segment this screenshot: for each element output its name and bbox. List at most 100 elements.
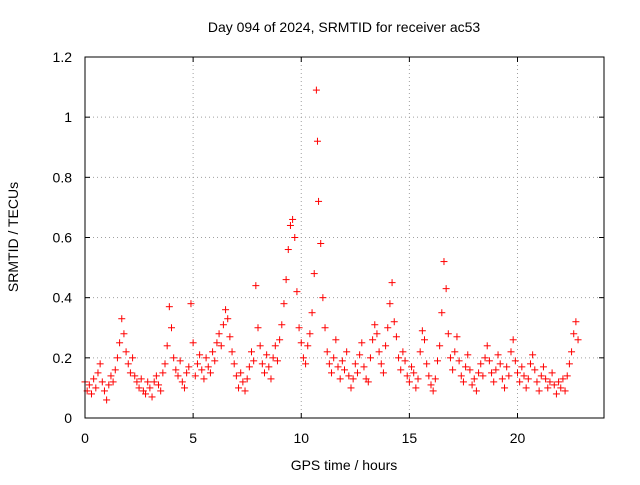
data-point xyxy=(418,327,426,335)
data-point xyxy=(187,300,195,308)
data-point xyxy=(568,348,576,356)
data-point xyxy=(494,351,502,359)
data-point xyxy=(356,351,364,359)
data-points xyxy=(81,86,582,404)
data-point xyxy=(215,330,223,338)
axis-ticks: 0 5 10 15 20 0 0.2 0.4 0.6 0.8 1 1.2 xyxy=(53,49,604,446)
data-point xyxy=(161,360,169,368)
data-point xyxy=(371,321,379,329)
data-point xyxy=(518,363,526,371)
data-point xyxy=(286,221,294,229)
data-point xyxy=(464,351,472,359)
data-point xyxy=(353,369,361,377)
data-point xyxy=(403,372,411,380)
data-point xyxy=(408,363,416,371)
data-point xyxy=(152,372,160,380)
data-point xyxy=(483,342,491,350)
data-point xyxy=(429,387,437,395)
data-point xyxy=(248,348,256,356)
data-point xyxy=(440,258,448,266)
data-point xyxy=(514,369,521,377)
data-point xyxy=(490,378,498,386)
data-point xyxy=(219,321,227,329)
data-point xyxy=(431,375,439,383)
data-point xyxy=(260,369,268,377)
data-point xyxy=(377,360,385,368)
data-point xyxy=(228,348,236,356)
data-point xyxy=(442,285,450,293)
data-point xyxy=(163,342,171,350)
data-point xyxy=(235,384,243,392)
data-point xyxy=(433,357,441,365)
data-point xyxy=(289,215,297,223)
data-point xyxy=(245,363,253,371)
data-point xyxy=(351,360,359,368)
data-point xyxy=(157,387,165,395)
data-point xyxy=(436,342,444,350)
data-point xyxy=(332,336,340,344)
data-point xyxy=(373,330,381,338)
chart-title: Day 094 of 2024, SRMTID for receiver ac5… xyxy=(208,19,481,35)
data-point xyxy=(466,366,474,374)
data-point xyxy=(410,369,418,377)
data-point xyxy=(507,348,515,356)
data-point xyxy=(172,366,180,374)
data-point xyxy=(336,375,344,383)
y-tick-label: 0 xyxy=(64,410,72,426)
data-point xyxy=(168,324,175,332)
data-point xyxy=(343,348,351,356)
data-point xyxy=(135,384,143,392)
data-point xyxy=(103,396,111,404)
data-point xyxy=(425,372,433,380)
data-point xyxy=(92,384,100,392)
data-point xyxy=(334,363,342,371)
data-point xyxy=(533,378,541,386)
data-point xyxy=(386,300,394,308)
data-point xyxy=(96,360,104,368)
data-point xyxy=(444,330,452,338)
data-point xyxy=(360,363,368,371)
data-point xyxy=(446,354,454,362)
data-point xyxy=(256,342,264,350)
data-point xyxy=(472,387,480,395)
data-point xyxy=(252,282,260,290)
data-point xyxy=(100,387,108,395)
data-point xyxy=(191,372,199,380)
data-point xyxy=(111,366,119,374)
x-tick-label: 15 xyxy=(402,430,418,446)
data-point xyxy=(299,354,307,362)
data-point xyxy=(366,354,374,362)
y-tick-label: 0.4 xyxy=(53,290,73,306)
data-point xyxy=(457,372,465,380)
data-point xyxy=(511,357,519,365)
data-point xyxy=(126,369,134,377)
data-point xyxy=(137,375,145,383)
data-point xyxy=(451,348,459,356)
data-point xyxy=(185,363,193,371)
data-point xyxy=(375,348,383,356)
data-point xyxy=(129,354,137,362)
data-point xyxy=(572,318,580,326)
y-tick-label: 0.2 xyxy=(53,350,73,366)
data-point xyxy=(226,333,234,341)
data-point xyxy=(485,357,493,365)
x-tick-label: 10 xyxy=(293,430,309,446)
data-point xyxy=(302,360,310,368)
data-point xyxy=(488,369,496,377)
data-point xyxy=(165,303,173,311)
data-point xyxy=(520,372,528,380)
data-point xyxy=(159,369,167,377)
data-point xyxy=(116,339,124,347)
data-point xyxy=(271,342,279,350)
data-point xyxy=(293,288,301,296)
data-point xyxy=(544,384,552,392)
y-tick-label: 1 xyxy=(64,109,72,125)
data-point xyxy=(120,330,128,338)
data-point xyxy=(496,360,504,368)
y-tick-label: 0.6 xyxy=(53,230,73,246)
data-point xyxy=(397,366,405,374)
data-point xyxy=(211,357,219,365)
data-point xyxy=(98,378,106,386)
